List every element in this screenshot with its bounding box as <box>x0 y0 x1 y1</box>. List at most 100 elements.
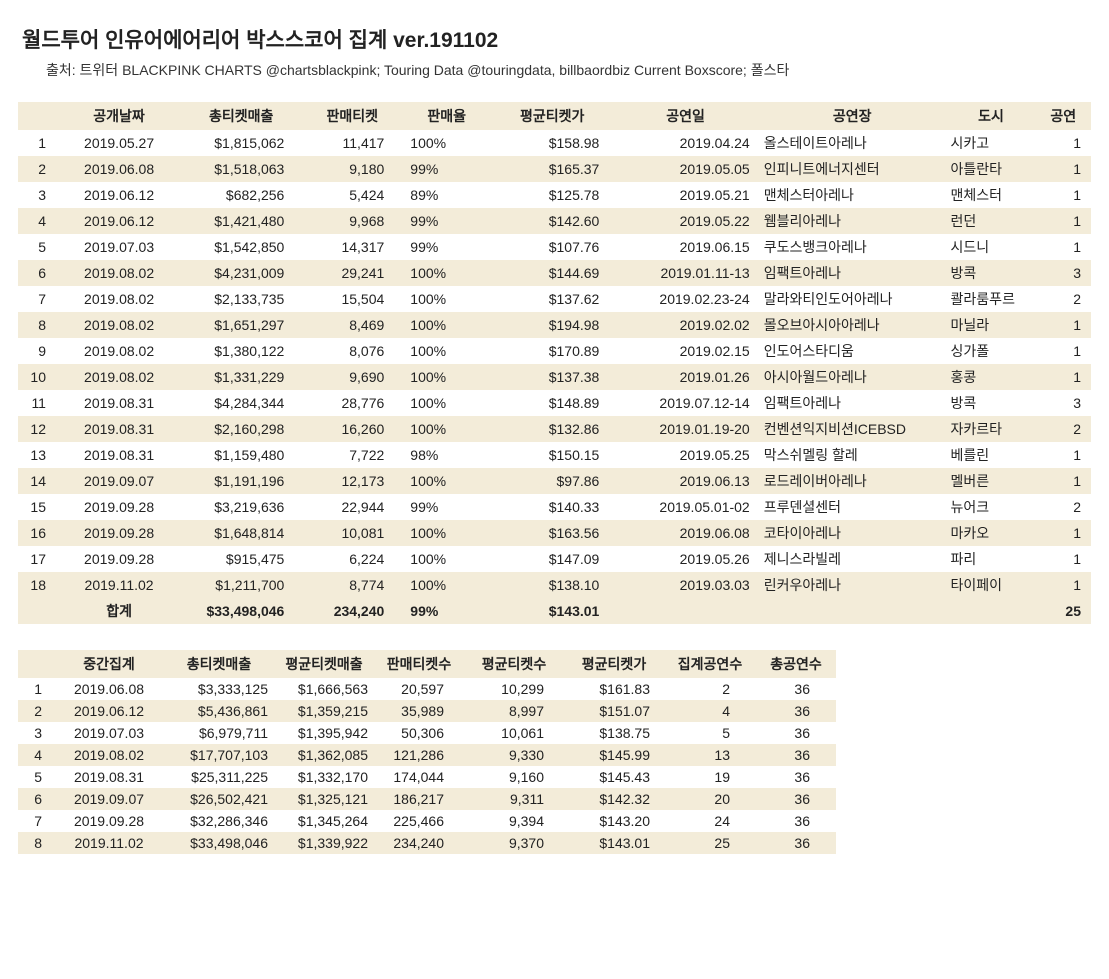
table-row: 102019.08.02$1,331,2299,690100%$137.3820… <box>18 364 1091 390</box>
cell: $97.86 <box>491 468 613 494</box>
col-header: 공연장 <box>758 102 947 130</box>
cell: 1 <box>1035 468 1091 494</box>
cell: 2019.06.12 <box>58 208 180 234</box>
cell: 100% <box>402 416 491 442</box>
col-index <box>18 650 54 678</box>
cell: $147.09 <box>491 546 613 572</box>
cell: 4 <box>664 700 756 722</box>
cell: 2019.09.28 <box>58 494 180 520</box>
cell: 10,299 <box>464 678 564 700</box>
cell: 9,330 <box>464 744 564 766</box>
col-header: 평균티켓가 <box>491 102 613 130</box>
col-header: 평균티켓가 <box>564 650 664 678</box>
cell: 225,466 <box>374 810 464 832</box>
cell: 36 <box>756 766 836 788</box>
cell: 9,160 <box>464 766 564 788</box>
cell: 2019.09.07 <box>54 788 164 810</box>
cell: 아틀란타 <box>947 156 1036 182</box>
cell: 9,370 <box>464 832 564 854</box>
col-header: 총티켓매출 <box>164 650 274 678</box>
cell: 25 <box>664 832 756 854</box>
cell: $4,231,009 <box>180 260 302 286</box>
cell: 2019.09.28 <box>58 546 180 572</box>
cell: 20 <box>664 788 756 810</box>
cell: 9,311 <box>464 788 564 810</box>
cell: 2019.06.12 <box>54 700 164 722</box>
col-header: 총공연수 <box>756 650 836 678</box>
cell: 린커우아레나 <box>758 572 947 598</box>
total-cell <box>613 598 757 624</box>
cell: 2019.08.31 <box>58 442 180 468</box>
cell: 방콕 <box>947 260 1036 286</box>
cell: 36 <box>756 832 836 854</box>
cell: 2019.05.27 <box>58 130 180 156</box>
cell: 2019.08.02 <box>58 312 180 338</box>
cell: $125.78 <box>491 182 613 208</box>
total-cell: 99% <box>402 598 491 624</box>
cell: 멜버른 <box>947 468 1036 494</box>
cell: $1,159,480 <box>180 442 302 468</box>
cell: 2019.11.02 <box>58 572 180 598</box>
summary-table: 중간집계총티켓매출평균티켓매출판매티켓수평균티켓수평균티켓가집계공연수총공연수 … <box>18 650 836 854</box>
cell: 8,997 <box>464 700 564 722</box>
cell: 웸블리아레나 <box>758 208 947 234</box>
cell: 6,224 <box>302 546 402 572</box>
cell: 36 <box>756 788 836 810</box>
cell: 234,240 <box>374 832 464 854</box>
total-cell <box>18 598 58 624</box>
cell: 자카르타 <box>947 416 1036 442</box>
cell: 2 <box>664 678 756 700</box>
page-subtitle: 출처: 트위터 BLACKPINK CHARTS @chartsblackpin… <box>46 60 1091 80</box>
total-cell: 234,240 <box>302 598 402 624</box>
table-row: 122019.08.31$2,160,29816,260100%$132.862… <box>18 416 1091 442</box>
cell: 컨벤션익지비션ICEBSD <box>758 416 947 442</box>
cell: $1,359,215 <box>274 700 374 722</box>
total-cell: $33,498,046 <box>180 598 302 624</box>
cell: $158.98 <box>491 130 613 156</box>
cell: 맨체스터 <box>947 182 1036 208</box>
cell: 2019.05.01-02 <box>613 494 757 520</box>
cell: 14,317 <box>302 234 402 260</box>
cell: 제니스라빌레 <box>758 546 947 572</box>
row-index: 1 <box>18 130 58 156</box>
cell: 9,180 <box>302 156 402 182</box>
row-index: 8 <box>18 832 54 854</box>
cell: 2019.07.12-14 <box>613 390 757 416</box>
cell: 2019.05.22 <box>613 208 757 234</box>
cell: 1 <box>1035 520 1091 546</box>
cell: 1 <box>1035 312 1091 338</box>
cell: $143.20 <box>564 810 664 832</box>
row-index: 3 <box>18 182 58 208</box>
boxscore-table: 공개날짜총티켓매출판매티켓판매율평균티켓가공연일공연장도시공연 12019.05… <box>18 102 1091 624</box>
cell: $1,648,814 <box>180 520 302 546</box>
cell: 99% <box>402 208 491 234</box>
table-row: 112019.08.31$4,284,34428,776100%$148.892… <box>18 390 1091 416</box>
cell: 2019.02.02 <box>613 312 757 338</box>
col-header: 판매티켓수 <box>374 650 464 678</box>
row-index: 1 <box>18 678 54 700</box>
cell: $194.98 <box>491 312 613 338</box>
cell: $132.86 <box>491 416 613 442</box>
cell: $2,133,735 <box>180 286 302 312</box>
cell: 런던 <box>947 208 1036 234</box>
row-index: 5 <box>18 234 58 260</box>
cell: 13 <box>664 744 756 766</box>
cell: 1 <box>1035 156 1091 182</box>
table-row: 32019.06.12$682,2565,42489%$125.782019.0… <box>18 182 1091 208</box>
cell: 2019.06.08 <box>54 678 164 700</box>
cell: 1 <box>1035 208 1091 234</box>
cell: 1 <box>1035 338 1091 364</box>
cell: 100% <box>402 312 491 338</box>
cell: 3 <box>1035 260 1091 286</box>
cell: $4,284,344 <box>180 390 302 416</box>
cell: 임팩트아레나 <box>758 260 947 286</box>
table-row: 72019.09.28$32,286,346$1,345,264225,4669… <box>18 810 836 832</box>
cell: 2019.03.03 <box>613 572 757 598</box>
cell: 2019.02.23-24 <box>613 286 757 312</box>
table-row: 162019.09.28$1,648,81410,081100%$163.562… <box>18 520 1091 546</box>
table-row: 182019.11.02$1,211,7008,774100%$138.1020… <box>18 572 1091 598</box>
row-index: 4 <box>18 744 54 766</box>
table-row: 12019.06.08$3,333,125$1,666,56320,59710,… <box>18 678 836 700</box>
cell: 7,722 <box>302 442 402 468</box>
cell: 2019.06.12 <box>58 182 180 208</box>
